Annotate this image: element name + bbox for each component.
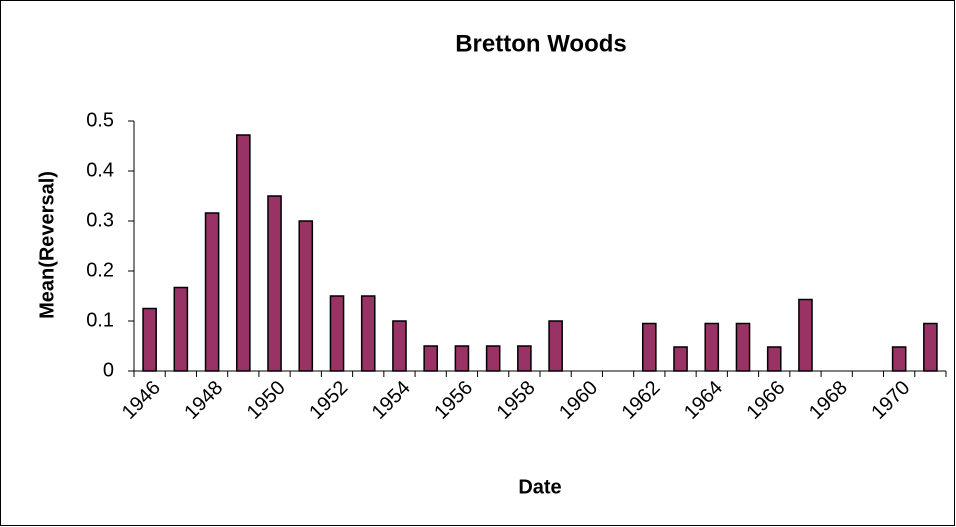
y-tick-label: 0.2 [86,259,114,281]
bar [891,346,907,372]
y-tick-label: 0.5 [86,109,114,131]
bar [673,346,688,372]
bar [173,286,189,372]
y-tick-label: 0 [103,359,114,381]
bar [517,345,532,372]
bar [298,220,314,372]
x-axis-label: Date [518,476,561,498]
y-tick-label: 0.1 [86,309,114,331]
bar [235,134,251,372]
bar [454,345,470,372]
bar [267,195,282,372]
bar [735,322,751,372]
bar [142,307,157,372]
bar [360,295,376,372]
bar [923,322,938,372]
y-tick-label: 0.3 [86,209,114,231]
bar [798,298,813,372]
bar [423,345,439,372]
bar [204,212,220,372]
bar [641,322,657,372]
bar [329,295,345,372]
y-axis-label: Mean(Reversal) [36,171,58,319]
chart-title: Bretton Woods [455,30,627,57]
bar [392,320,407,372]
y-tick-label: 0.4 [86,159,114,181]
bar [766,346,782,372]
bar [704,322,720,372]
bar [485,345,501,372]
bar [548,320,563,372]
